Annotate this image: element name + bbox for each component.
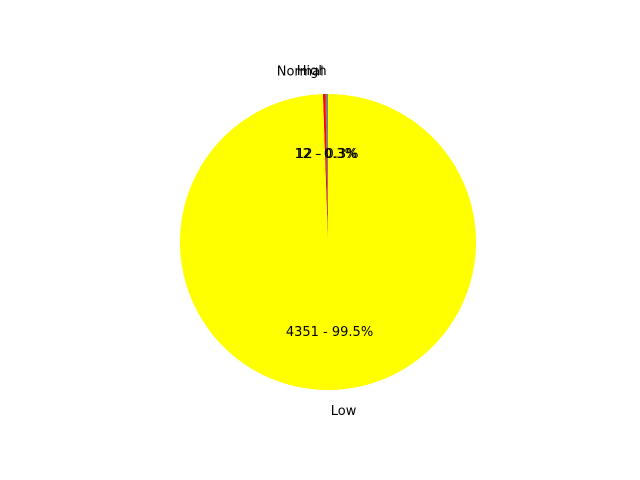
slice-label-low: Low (331, 404, 357, 419)
slice-value-label-normal: 12 - 0.3% (294, 147, 357, 162)
pie-slice-low (180, 94, 477, 391)
slice-value-label-low: 4351 - 99.5% (286, 325, 373, 340)
slice-value-label-high: 12 - 0.3% (296, 147, 359, 162)
pie-slice-normal (322, 94, 328, 243)
pie-slice-high (325, 94, 328, 242)
slice-label-normal: Normal (277, 64, 324, 79)
slice-label-high: High (297, 64, 327, 79)
